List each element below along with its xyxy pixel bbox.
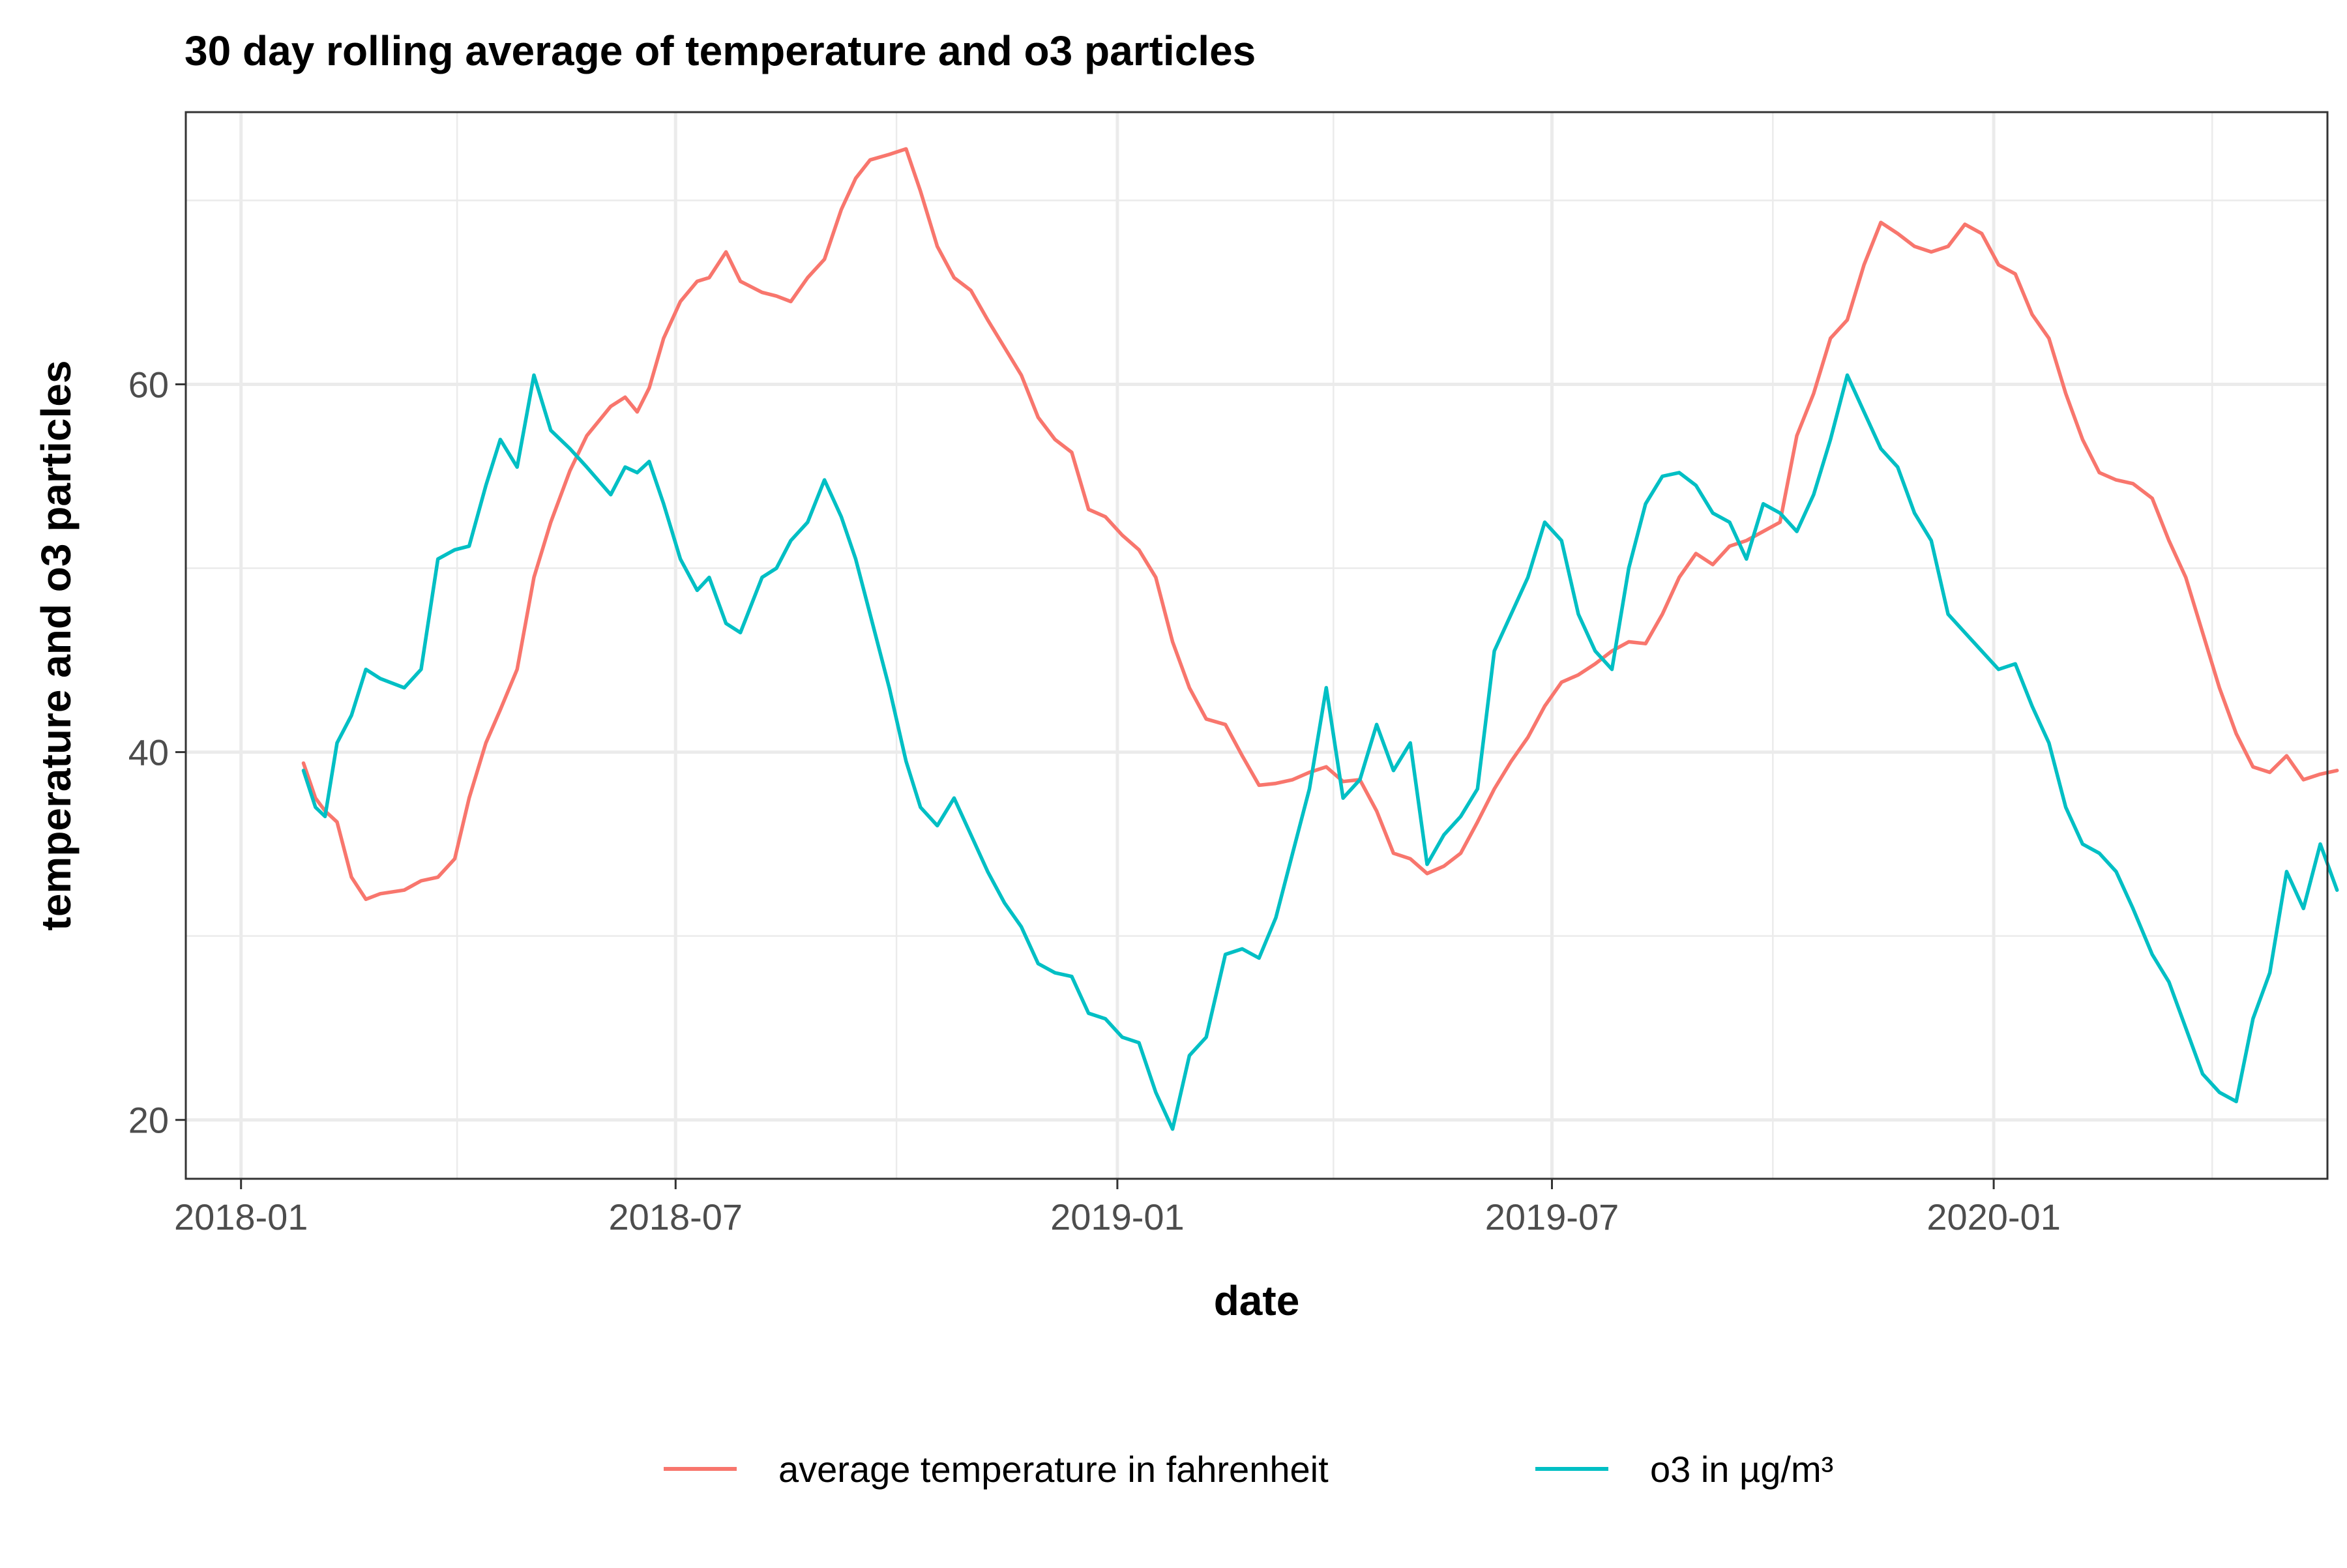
x-tick-label: 2018-07 — [609, 1196, 743, 1237]
grid-layer — [186, 112, 2327, 1179]
legend: average temperature in fahrenheit o3 in µ… — [664, 1449, 1833, 1490]
y-tick-label: 40 — [128, 732, 169, 773]
y-axis-title: temperature and o3 particles — [33, 361, 80, 931]
legend-label-temperature: average temperature in fahrenheit — [778, 1449, 1329, 1490]
x-tick-label: 2019-01 — [1050, 1196, 1185, 1237]
axis-layer: 20 40 60 2018-01 2018-07 2019-01 2019-07 2020-0… — [128, 364, 2061, 1237]
x-tick-label: 2018-01 — [174, 1196, 308, 1237]
x-tick-label: 2020-01 — [1926, 1196, 2061, 1237]
series-line-temperature — [301, 147, 2339, 902]
panel-border — [185, 111, 2329, 1180]
x-axis-title: date — [1214, 1277, 1300, 1324]
series-line-o3 — [301, 373, 2339, 1131]
y-tick-label: 20 — [128, 1100, 169, 1141]
chart-title: 30 day rolling average of temperature an… — [185, 27, 1256, 74]
series-layer — [301, 147, 2339, 1131]
x-tick-label: 2019-07 — [1485, 1196, 1619, 1237]
legend-label-o3: o3 in µg/m³ — [1650, 1449, 1833, 1490]
y-tick-label: 60 — [128, 364, 169, 405]
